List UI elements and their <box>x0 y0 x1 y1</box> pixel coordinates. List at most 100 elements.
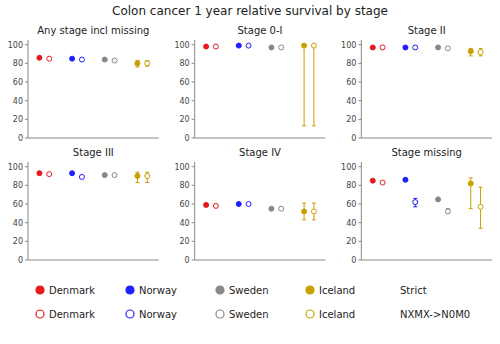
x-axis <box>195 260 326 261</box>
y-tick <box>192 63 195 64</box>
y-tick <box>358 185 361 186</box>
point <box>403 45 408 50</box>
x-axis <box>361 138 492 139</box>
error-bar-line <box>313 46 314 126</box>
error-bar-cap <box>135 182 139 183</box>
error-bar-cap <box>312 203 316 204</box>
y-tick <box>358 138 361 139</box>
point <box>37 171 42 176</box>
panel-title: Stage 0-I <box>238 25 283 36</box>
y-tick-label: 100 <box>341 163 356 172</box>
point <box>102 57 107 62</box>
error-bar-cap <box>413 198 417 199</box>
point <box>135 174 140 179</box>
y-tick-label: 40 <box>346 219 356 228</box>
chart: Colon cancer 1 year relative survival by… <box>0 0 500 344</box>
y-tick-label: 40 <box>179 219 189 228</box>
background <box>0 0 500 344</box>
point <box>413 45 418 50</box>
y-tick-label: 100 <box>8 41 23 50</box>
error-bar-cap <box>135 172 139 173</box>
y-tick-label: 0 <box>18 134 23 143</box>
y-tick-label: 60 <box>13 200 23 209</box>
error-bar-cap <box>479 228 483 229</box>
point <box>269 45 274 50</box>
point <box>236 43 241 48</box>
y-tick-label: 0 <box>185 256 190 265</box>
y-axis <box>361 40 362 138</box>
plot-area <box>37 55 150 67</box>
y-tick-label: 0 <box>18 256 23 265</box>
error-bar <box>312 203 316 220</box>
point <box>135 61 140 66</box>
y-tick <box>358 63 361 64</box>
point <box>279 206 284 211</box>
y-tick <box>192 138 195 139</box>
legend-label: Iceland <box>319 285 355 296</box>
y-tick-label: 60 <box>179 200 189 209</box>
y-tick <box>192 185 195 186</box>
point <box>478 204 483 209</box>
legend-series-label: Strict <box>400 285 427 296</box>
y-tick-label: 80 <box>179 59 189 68</box>
legend-label: Norway <box>139 285 177 296</box>
error-bar-cap <box>135 67 139 68</box>
legend-label: Sweden <box>229 285 269 296</box>
y-tick-label: 0 <box>351 256 356 265</box>
legend-marker <box>36 310 44 318</box>
y-tick <box>25 222 28 223</box>
error-bar-cap <box>145 172 149 173</box>
point <box>302 43 307 48</box>
point <box>37 55 42 60</box>
y-tick <box>192 166 195 167</box>
error-bar-cap <box>469 177 473 178</box>
point <box>112 58 117 63</box>
point <box>236 202 241 207</box>
y-tick-label: 40 <box>13 219 23 228</box>
point <box>370 45 375 50</box>
y-tick-label: 100 <box>174 41 189 50</box>
y-tick-label: 80 <box>346 59 356 68</box>
y-tick <box>358 82 361 83</box>
legend-label: Iceland <box>319 309 355 320</box>
y-tick <box>25 119 28 120</box>
y-tick-label: 20 <box>346 237 356 246</box>
error-bar <box>145 61 149 67</box>
point <box>269 206 274 211</box>
panel: Any stage incl missing020406080100 <box>8 25 159 143</box>
y-axis <box>28 162 29 260</box>
y-tick-label: 100 <box>8 163 23 172</box>
y-tick <box>358 204 361 205</box>
y-tick <box>25 82 28 83</box>
panel: Stage IV020406080100 <box>174 147 325 265</box>
y-tick <box>25 63 28 64</box>
point <box>204 202 209 207</box>
point <box>380 45 385 50</box>
y-tick <box>358 222 361 223</box>
y-tick-label: 80 <box>13 181 23 190</box>
y-tick <box>192 241 195 242</box>
y-tick-label: 40 <box>13 97 23 106</box>
point <box>403 177 408 182</box>
y-tick-label: 20 <box>13 237 23 246</box>
panel: Stage missing020406080100 <box>341 147 492 265</box>
point <box>79 174 84 179</box>
point <box>279 45 284 50</box>
y-tick-label: 20 <box>346 115 356 124</box>
y-tick <box>25 204 28 205</box>
plot-area <box>204 43 317 126</box>
y-tick <box>25 138 28 139</box>
error-bar <box>302 203 306 220</box>
y-axis <box>361 162 362 260</box>
y-tick-label: 60 <box>13 78 23 87</box>
error-bar-cap <box>302 219 306 220</box>
point <box>445 46 450 51</box>
panel-title: Stage IV <box>239 147 281 158</box>
panel-title: Any stage incl missing <box>37 25 149 36</box>
legend-marker <box>306 310 314 318</box>
error-bar-cap <box>302 125 306 126</box>
point <box>246 43 251 48</box>
error-bar <box>413 198 417 206</box>
legend-marker <box>126 286 134 294</box>
plot-area <box>37 171 150 183</box>
